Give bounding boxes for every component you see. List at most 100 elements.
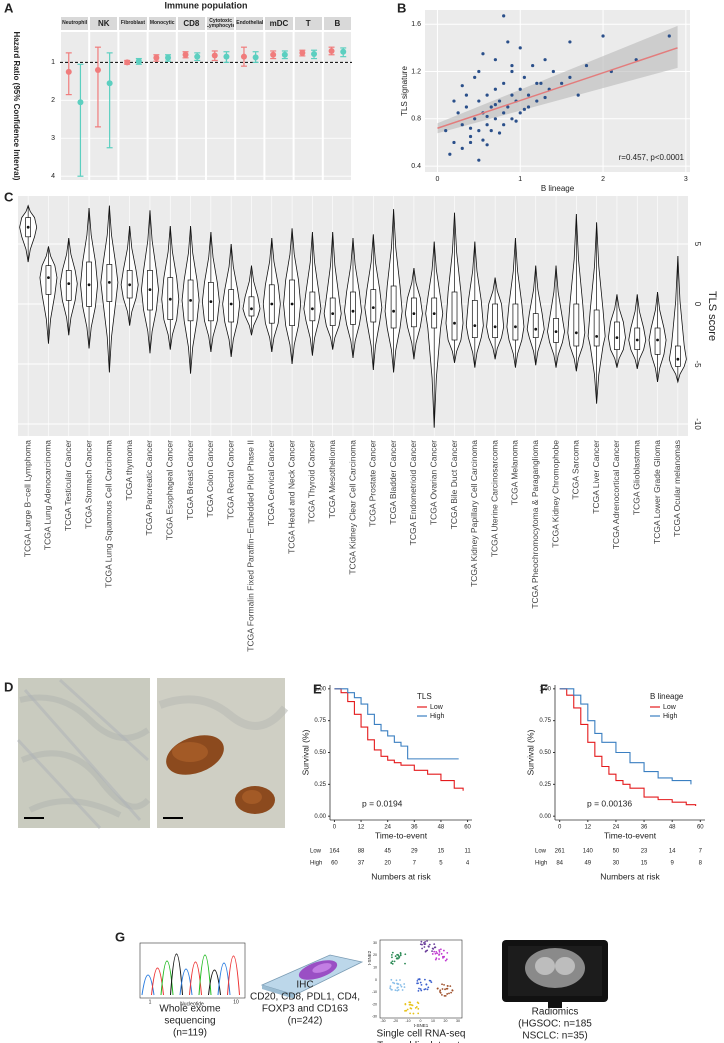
risk-value: 50 [613, 849, 620, 855]
point [281, 51, 288, 58]
median [128, 283, 132, 287]
point [601, 34, 605, 38]
risk-row-name: Low [535, 849, 547, 855]
point [506, 105, 510, 109]
facet-strip: Endothelial [236, 17, 264, 30]
point [535, 99, 539, 103]
point [460, 84, 464, 88]
risk-value: 4 [466, 861, 470, 867]
y-axis-label: Hazard Ratio (95% Confidence Interval) [12, 32, 21, 181]
point [510, 93, 514, 97]
point [560, 81, 564, 85]
median [554, 330, 558, 333]
tsne-dot [396, 989, 399, 992]
tsne-dot [442, 949, 445, 952]
facet-panel [148, 32, 176, 180]
ihc-slide [260, 954, 364, 999]
x-tick-label: TCGA Uterine Carcinosarcoma [489, 440, 499, 557]
x-tick-label: TCGA Bladder Cancer [388, 440, 398, 525]
median [310, 307, 314, 311]
tsne-dot [438, 949, 441, 951]
point [502, 14, 506, 18]
median [615, 336, 619, 339]
panel-label: G [115, 929, 125, 944]
point [452, 140, 456, 145]
x-tick-label: TCGA Endometrioid Cancer [408, 440, 418, 546]
tsne-dot [448, 992, 450, 995]
tsne-dot [446, 951, 449, 954]
point [502, 111, 506, 115]
tsne-dot [424, 978, 426, 981]
tsne-dot [449, 985, 452, 988]
facet-panel [177, 32, 205, 180]
point [444, 129, 448, 133]
tsne-x-tick: 10 [431, 1019, 435, 1023]
tsne-x-tick: 30 [456, 1019, 460, 1023]
tsne-dot [425, 983, 428, 986]
chromatogram-peak [179, 968, 193, 996]
x-tick-label: TCGA Esophageal Cancer [165, 440, 175, 540]
y-tick-label: 0.75 [539, 718, 551, 724]
tsne-dot [431, 950, 433, 952]
tsne-dot [396, 953, 399, 956]
x-tick-label: TCGA Prostate Cancer [368, 440, 378, 527]
chromatogram-peak [208, 969, 221, 996]
median [87, 283, 91, 287]
tsne-dot [392, 981, 394, 984]
tsne-plot: 30 -30 20 -20 10 -10 0 0 -10 10 -20 20 -30 30 t-SNE1 t-… [367, 939, 463, 1028]
median [250, 307, 253, 311]
x-tick-label: TCGA Head and Neck Cancer [286, 440, 296, 554]
tsne-dot [418, 987, 420, 990]
point [481, 52, 485, 56]
tsne-dot [423, 946, 426, 948]
tsne-dot [428, 943, 431, 946]
tsne-dot [397, 983, 400, 985]
survival-curve [334, 688, 464, 791]
box [614, 321, 620, 350]
tsne-dot [433, 950, 436, 953]
point [497, 131, 502, 135]
point [481, 138, 485, 142]
facet-panel [236, 32, 264, 180]
caption-line: FOXP3 and CD163 [262, 1004, 349, 1015]
median [107, 281, 111, 284]
median [635, 338, 639, 342]
point [252, 54, 259, 61]
tsne-dot [420, 983, 423, 986]
caption-line: Single cell RNA-seq [377, 1029, 466, 1040]
box [512, 303, 519, 341]
point [328, 47, 335, 54]
y-tick-label: 0.50 [539, 750, 551, 756]
tsne-dot [412, 1012, 415, 1015]
tsne-dot [399, 984, 402, 986]
tsne-dot [428, 979, 431, 982]
x-tick-label: TCGA thymoma [124, 440, 134, 501]
tsne-y-tick: 30 [373, 941, 377, 945]
x-tick-label: TCGA Glioblastoma [631, 440, 641, 515]
risk-value: 29 [411, 849, 418, 855]
caption-line: CD20, CD8, PDL1, CD4, [250, 992, 360, 1003]
risk-row-name: Low [310, 849, 322, 855]
facet-strip: T [294, 17, 322, 30]
tsne-dot [439, 989, 442, 992]
point [514, 119, 518, 123]
chromatogram-peak [141, 974, 155, 996]
median [189, 299, 192, 302]
facet-strip: B [323, 17, 351, 30]
tsne-dot [444, 959, 447, 962]
point [522, 107, 526, 111]
point [667, 34, 671, 38]
tsne-dot [410, 1007, 413, 1010]
tsne-dot [393, 960, 396, 963]
point [460, 123, 464, 127]
point [502, 123, 506, 127]
point [506, 40, 510, 44]
point [448, 152, 452, 156]
x-tick-label: 24 [613, 825, 620, 831]
point [340, 48, 347, 55]
tsne-dot [390, 978, 393, 981]
box [451, 291, 458, 341]
tsne-dot [416, 979, 419, 982]
box [248, 296, 255, 317]
